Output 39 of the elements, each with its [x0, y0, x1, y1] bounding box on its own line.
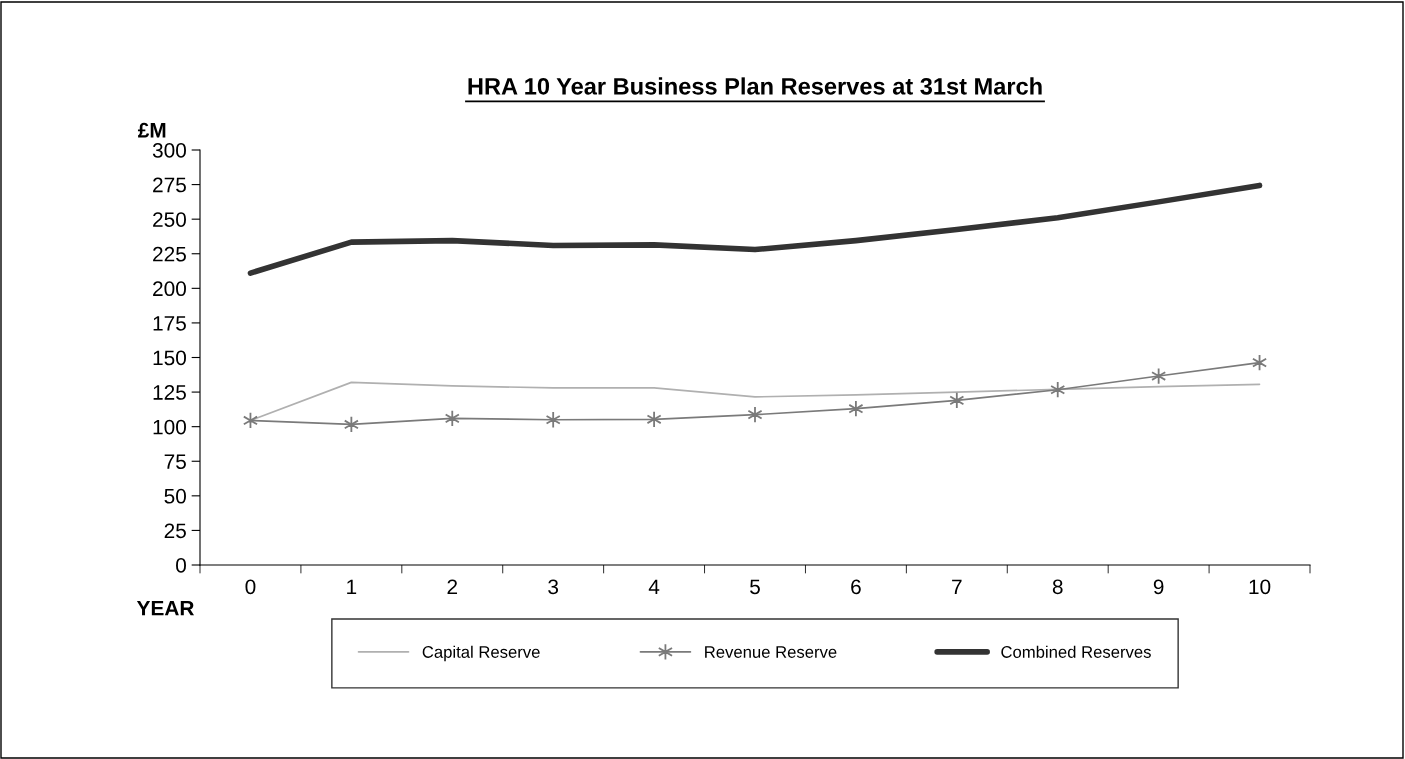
legend-label: Combined Reserves — [1001, 645, 1151, 658]
x-tick-label: 8 — [1052, 579, 1063, 595]
x-tick-label: 5 — [750, 579, 760, 595]
point — [343, 415, 359, 433]
x-tick-label: 0 — [245, 579, 256, 595]
x-tick-label: 2 — [447, 579, 458, 594]
y-tick-label: 0 — [176, 558, 186, 573]
chart-title: HRA 10 Year Business Plan Reserves at 31st March — [468, 77, 1042, 95]
point — [1151, 367, 1167, 385]
legend-label: Revenue Reserve — [705, 646, 837, 658]
point — [1050, 381, 1066, 399]
x-axis-title: YEAR — [136, 601, 195, 616]
x-tick-label: 1 — [347, 579, 357, 594]
y-axis-title: £M — [137, 122, 166, 138]
x-tick-label: 4 — [648, 579, 660, 594]
y-tick-label: 200 — [153, 281, 186, 297]
y-tick-label: 75 — [164, 454, 186, 469]
x-tick-label: 9 — [1153, 579, 1164, 595]
y-tick-label: 225 — [153, 246, 186, 262]
y-tick-label: 175 — [153, 316, 186, 331]
point — [444, 409, 460, 427]
point — [646, 410, 662, 428]
x-tick-label: 7 — [952, 579, 962, 594]
point — [747, 406, 763, 424]
y-tick-label: 100 — [153, 419, 186, 435]
y-tick-label: 300 — [152, 143, 186, 158]
y-tick-label: 125 — [153, 385, 186, 400]
y-tick-label: 50 — [164, 488, 186, 504]
point — [949, 391, 965, 409]
y-tick-label: 250 — [153, 212, 186, 227]
y-tick-label: 150 — [153, 350, 186, 366]
legend-label: Capital Reserve — [422, 645, 540, 662]
x-tick-label: 10 — [1249, 579, 1271, 595]
point — [848, 400, 864, 418]
y-tick-label: 275 — [153, 177, 186, 193]
x-tick-label: 3 — [548, 579, 559, 595]
y-tick-label: 25 — [164, 523, 186, 539]
x-tick-label: 6 — [851, 579, 861, 595]
point — [545, 411, 561, 429]
